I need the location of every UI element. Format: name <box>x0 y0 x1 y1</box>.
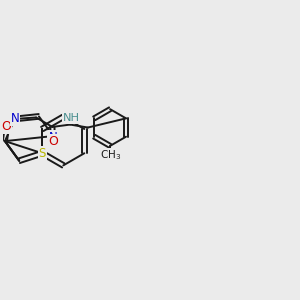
Text: O: O <box>2 120 11 134</box>
Text: NH: NH <box>63 113 80 123</box>
Text: N: N <box>11 112 19 125</box>
Text: O: O <box>48 135 58 148</box>
Text: S: S <box>39 147 46 160</box>
Text: N: N <box>49 131 58 144</box>
Text: CH$_3$: CH$_3$ <box>100 148 121 162</box>
